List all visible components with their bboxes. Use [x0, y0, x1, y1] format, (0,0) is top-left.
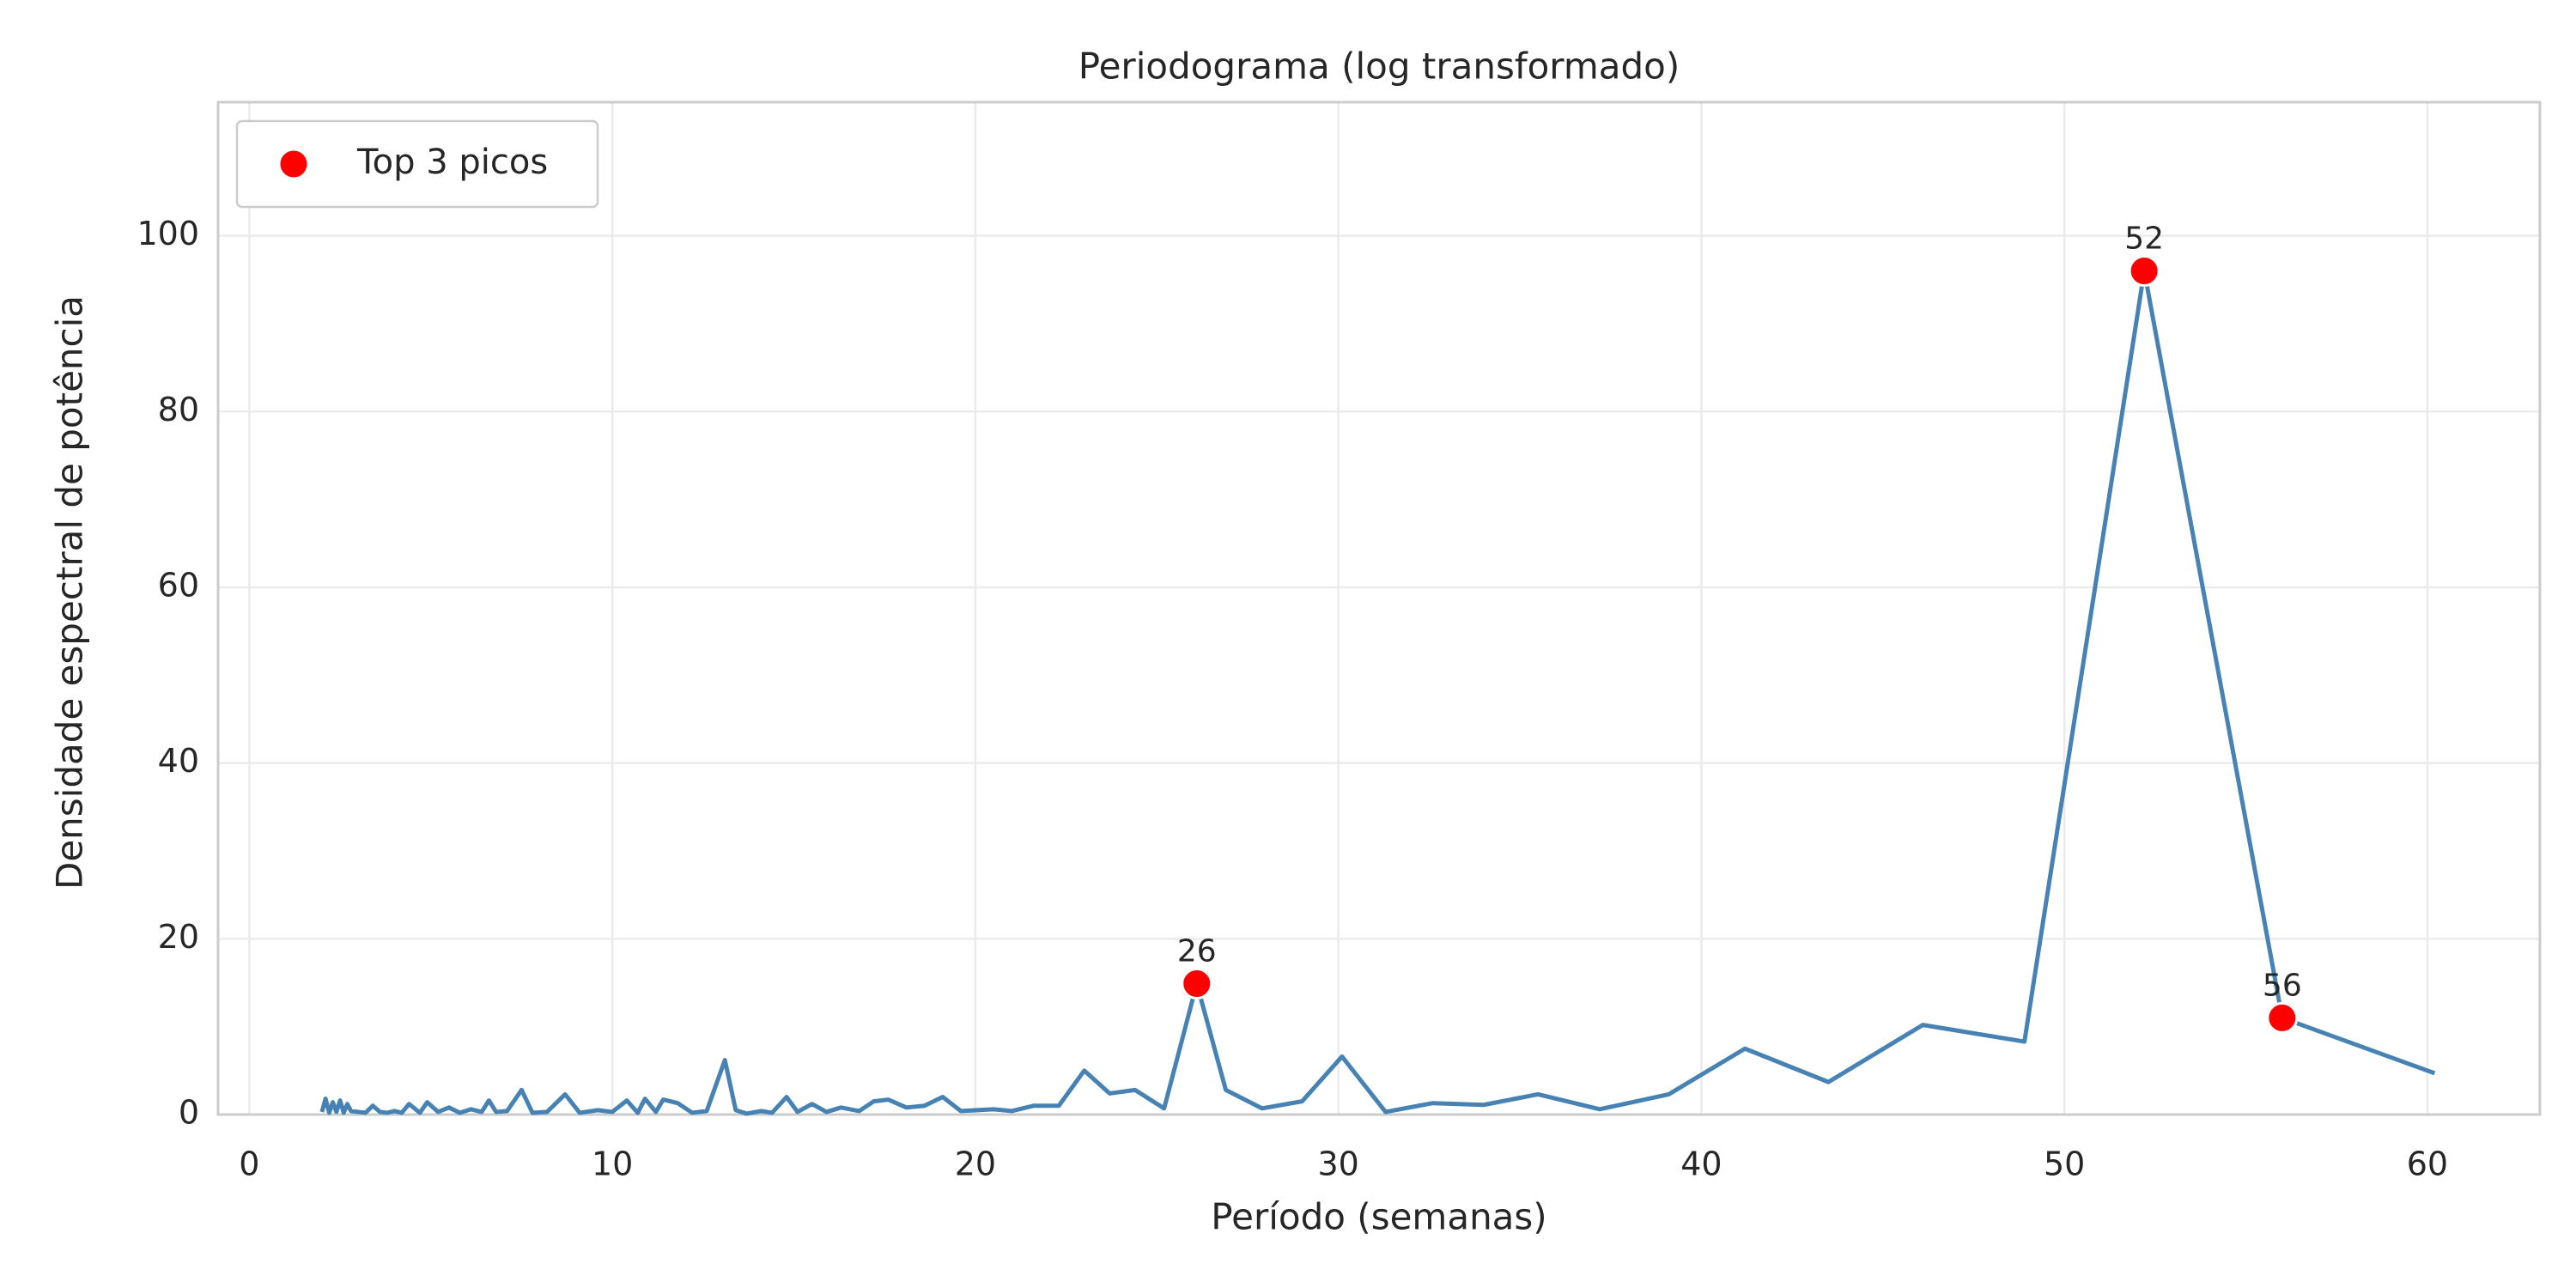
x-tick-label: 30 — [1317, 1145, 1358, 1183]
x-tick-label: 20 — [955, 1145, 996, 1183]
legend-box — [235, 119, 599, 209]
legend-marker — [277, 148, 310, 180]
x-tick-label: 10 — [592, 1145, 633, 1183]
y-tick-label: 80 — [158, 391, 199, 428]
y-tick-label: 60 — [158, 566, 199, 604]
x-tick-label: 40 — [1680, 1145, 1722, 1183]
data-label: 26 — [1177, 934, 1217, 969]
chart-title: Periodograma (log transformado) — [1078, 46, 1680, 88]
line-series — [319, 269, 2436, 1116]
y-tick-label: 100 — [137, 215, 199, 252]
y-tick-label: 40 — [158, 742, 199, 780]
legend-label: Top 3 picos — [356, 143, 548, 182]
x-tick-label: 0 — [239, 1145, 259, 1183]
x-tick-label: 50 — [2044, 1145, 2085, 1183]
y-axis-label: Densidade espectral de potência — [49, 295, 91, 890]
peak-point — [2128, 255, 2160, 287]
y-tick-label: 0 — [179, 1094, 199, 1132]
peak-point — [2266, 1001, 2299, 1034]
data-label: 52 — [2124, 222, 2164, 257]
data-label: 56 — [2263, 968, 2302, 1003]
x-tick-label: 60 — [2407, 1145, 2448, 1183]
x-axis-label: Período (semanas) — [1211, 1196, 1546, 1238]
peak-point — [1181, 968, 1213, 1000]
plot-frame — [216, 100, 2542, 1116]
y-tick-label: 20 — [158, 918, 199, 956]
